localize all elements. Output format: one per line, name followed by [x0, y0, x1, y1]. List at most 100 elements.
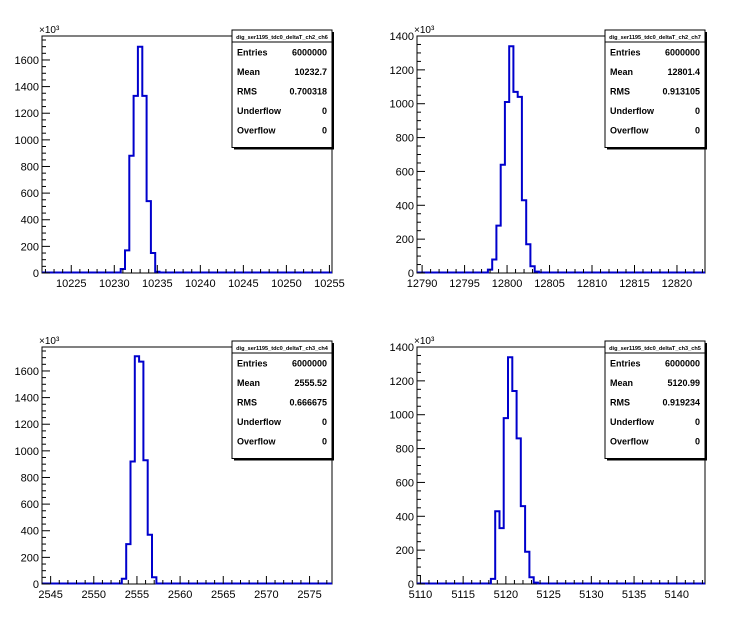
- stats-row-label: Underflow: [237, 417, 282, 427]
- x-tick-label: 5130: [579, 589, 603, 601]
- stats-row-value: 0.666675: [289, 397, 327, 407]
- x-tick-label: 5125: [536, 589, 560, 601]
- stats-box-frame: [604, 340, 706, 459]
- y-tick-label: 1200: [15, 108, 39, 120]
- stats-box-frame: [231, 340, 333, 459]
- y-tick-label: 800: [396, 133, 414, 145]
- stats-row-value: 0.913105: [662, 86, 700, 96]
- x-tick-label: 12800: [492, 278, 523, 290]
- stats-row-value: 0: [322, 106, 327, 116]
- x-tick-label: 10250: [271, 278, 302, 290]
- stats-row-value: 0.700318: [289, 86, 327, 96]
- stats-row-label: Mean: [610, 67, 633, 77]
- y-tick-label: 200: [396, 545, 414, 557]
- x-tick-label: 2565: [211, 589, 235, 601]
- stats-row-label: Overflow: [610, 125, 650, 135]
- y-tick-label: 800: [21, 472, 39, 484]
- x-tick-label: 12815: [619, 278, 650, 290]
- x-tick-label: 10255: [314, 278, 345, 290]
- histogram-pad-4: 0 200 400 600 800 1000 1200 1400×10³ 5110 5115 512…: [390, 336, 707, 601]
- y-tick-label: 600: [21, 188, 39, 200]
- y-tick-label: 0: [33, 268, 39, 280]
- stats-row-value: 5120.99: [667, 378, 700, 388]
- stats-box: dig_ser1195_tdc0_deltaT_ch2_ch6 Entries 60…: [231, 29, 334, 150]
- y-tick-label: 400: [21, 215, 39, 227]
- y-tick-label: 1200: [390, 376, 414, 388]
- y-tick-label: 200: [21, 241, 39, 253]
- y-tick-label: 0: [33, 579, 39, 591]
- x-tick-label: 2550: [82, 589, 106, 601]
- stats-row-label: Underflow: [610, 417, 655, 427]
- stats-row-value: 0: [695, 417, 700, 427]
- histogram-series-line: [417, 45, 705, 274]
- y-multiplier-label: ×10³: [414, 25, 435, 36]
- stats-row-label: Entries: [610, 358, 641, 368]
- x-tick-label: 12790: [407, 278, 438, 290]
- stats-row-value: 6000000: [665, 358, 700, 368]
- x-tick-label: 12810: [577, 278, 608, 290]
- stats-row-value: 6000000: [665, 47, 700, 57]
- y-multiplier-label: ×10³: [39, 336, 60, 347]
- x-tick-label: 2570: [254, 589, 278, 601]
- stats-row-value: 10232.7: [294, 67, 327, 77]
- y-tick-label: 200: [21, 552, 39, 564]
- x-tick-label: 10240: [185, 278, 216, 290]
- y-tick-label: 1600: [15, 366, 39, 378]
- stats-row-label: Overflow: [237, 436, 277, 446]
- stats-row-label: RMS: [610, 86, 630, 96]
- histogram-pad-3: 0 200 400 600 800 1000 1200 1400 1600 ×10³ 2545 255…: [15, 336, 334, 601]
- stats-row-label: Overflow: [610, 436, 650, 446]
- stats-title: dig_ser1195_tdc0_deltaT_ch3_ch4: [236, 346, 329, 352]
- stats-title: dig_ser1195_tdc0_deltaT_ch2_ch7: [609, 35, 701, 41]
- y-tick-label: 600: [396, 477, 414, 489]
- stats-row-label: RMS: [237, 86, 257, 96]
- stats-row-value: 0: [695, 106, 700, 116]
- stats-row-value: 0: [322, 417, 327, 427]
- stats-row-label: Mean: [237, 378, 260, 388]
- stats-row-label: RMS: [610, 397, 630, 407]
- x-tick-label: 5140: [665, 589, 689, 601]
- histogram-series-line: [42, 45, 332, 274]
- y-tick-label: 1400: [390, 31, 414, 43]
- stats-box: dig_ser1195_tdc0_deltaT_ch3_ch4 Entries 60…: [231, 340, 334, 461]
- stats-box-frame: [604, 29, 706, 148]
- y-tick-label: 0: [408, 268, 414, 280]
- y-tick-label: 400: [396, 200, 414, 212]
- stats-title: dig_ser1195_tdc0_deltaT_ch3_ch5: [609, 346, 701, 352]
- stats-row-value: 0: [322, 436, 327, 446]
- x-tick-label: 10230: [99, 278, 130, 290]
- y-tick-label: 600: [21, 499, 39, 511]
- y-tick-label: 800: [21, 161, 39, 173]
- y-tick-label: 1200: [390, 65, 414, 77]
- x-tick-label: 2545: [38, 589, 62, 601]
- y-tick-label: 200: [396, 234, 414, 246]
- stats-row-value: 12801.4: [667, 67, 700, 77]
- histogram-pad-2: 0 200 400 600 800 1000 1200 1400×10³ 12790 12795 1…: [390, 25, 707, 290]
- stats-row-label: Entries: [237, 358, 268, 368]
- stats-row-label: Entries: [610, 47, 641, 57]
- y-multiplier-label: ×10³: [414, 336, 435, 347]
- stats-box: dig_ser1195_tdc0_deltaT_ch2_ch7 Entries 60…: [604, 29, 707, 150]
- y-tick-label: 400: [396, 511, 414, 523]
- y-tick-label: 1400: [390, 342, 414, 354]
- y-tick-label: 1000: [390, 410, 414, 422]
- y-tick-label: 600: [396, 166, 414, 178]
- y-tick-label: 1400: [15, 393, 39, 405]
- stats-row-value: 0: [695, 436, 700, 446]
- y-tick-label: 1000: [15, 446, 39, 458]
- x-tick-label: 10245: [228, 278, 259, 290]
- x-tick-label: 10235: [142, 278, 173, 290]
- y-tick-label: 1200: [15, 419, 39, 431]
- y-tick-label: 1000: [15, 135, 39, 147]
- stats-row-value: 0: [695, 125, 700, 135]
- x-tick-label: 5110: [409, 589, 433, 601]
- stats-row-value: 6000000: [292, 358, 327, 368]
- y-tick-label: 800: [396, 444, 414, 456]
- x-tick-label: 2560: [168, 589, 192, 601]
- histogram-series-line: [417, 356, 705, 585]
- stats-title: dig_ser1195_tdc0_deltaT_ch2_ch6: [236, 35, 328, 41]
- histogram-pad-1: 0 200 400 600 800 1000 1200 1400 1600 ×10³ 10225 10…: [15, 25, 345, 290]
- stats-row-value: 0.919234: [662, 397, 700, 407]
- x-tick-label: 12795: [449, 278, 480, 290]
